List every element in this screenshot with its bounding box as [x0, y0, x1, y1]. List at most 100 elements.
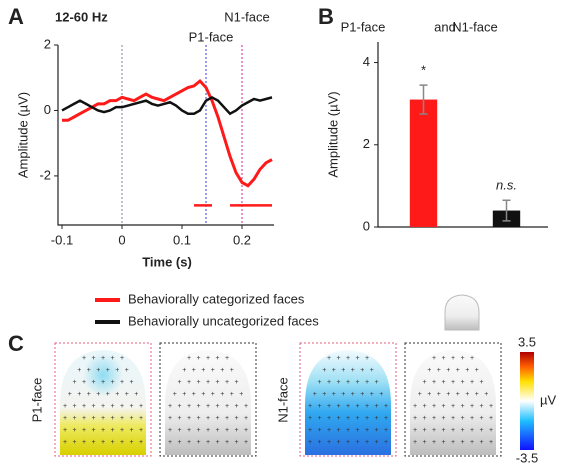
- electrode: +: [341, 391, 345, 398]
- electrode: +: [432, 403, 436, 410]
- electrode: +: [360, 367, 364, 374]
- electrode: +: [427, 367, 431, 374]
- electrode: +: [418, 391, 422, 398]
- electrode: +: [336, 403, 340, 410]
- electrode: +: [82, 439, 86, 446]
- electrode: +: [327, 355, 331, 362]
- electrode: +: [72, 403, 76, 410]
- chart-title: and: [434, 19, 456, 34]
- electrode: +: [220, 367, 224, 374]
- head-map: [305, 350, 391, 455]
- electrode: +: [446, 391, 450, 398]
- electrode: +: [479, 427, 483, 434]
- value-label: n.s.: [496, 178, 517, 193]
- x-axis-label: Time (s): [142, 254, 192, 269]
- electrode: +: [215, 379, 219, 386]
- value-label: *: [421, 63, 426, 78]
- colorbar: [520, 352, 534, 450]
- electrode: +: [470, 379, 474, 386]
- electrode: +: [475, 391, 479, 398]
- electrode: +: [101, 355, 105, 362]
- electrode: +: [465, 367, 469, 374]
- electrode: +: [101, 427, 105, 434]
- electrode: +: [384, 439, 388, 446]
- y-axis-label: Amplitude (µV): [15, 92, 30, 178]
- electrode: +: [187, 355, 191, 362]
- electrode: +: [72, 415, 76, 422]
- electrode: +: [336, 415, 340, 422]
- electrode: +: [96, 367, 100, 374]
- electrode: +: [336, 355, 340, 362]
- legend-label: Behaviorally uncategorized faces: [128, 313, 319, 328]
- electrode: +: [336, 379, 340, 386]
- x-tick-label: 0.1: [173, 232, 191, 247]
- electrode: +: [110, 415, 114, 422]
- head-icon: [444, 294, 480, 331]
- electrode: +: [374, 415, 378, 422]
- electrode: +: [422, 403, 426, 410]
- electrode: +: [308, 403, 312, 410]
- electrode: +: [129, 379, 133, 386]
- electrode: +: [63, 403, 67, 410]
- electrode: +: [379, 391, 383, 398]
- electrode: +: [215, 427, 219, 434]
- electrode: +: [206, 379, 210, 386]
- electrode: +: [360, 391, 364, 398]
- electrode: +: [341, 367, 345, 374]
- electrode: +: [244, 415, 248, 422]
- axes: [57, 45, 274, 226]
- electrode: +: [192, 391, 196, 398]
- electrode: +: [120, 355, 124, 362]
- y-tick-label: 4: [363, 54, 370, 69]
- electrode: +: [63, 415, 67, 422]
- electrode: +: [173, 391, 177, 398]
- electrode: +: [215, 403, 219, 410]
- electrode: +: [422, 439, 426, 446]
- electrode: +: [91, 415, 95, 422]
- electrode: +: [91, 439, 95, 446]
- electrode: +: [374, 427, 378, 434]
- electrode: +: [125, 367, 129, 374]
- y-axis-label: Amplitude (µV): [325, 91, 340, 177]
- row-label: P1-face: [29, 378, 44, 423]
- electrode: +: [125, 391, 129, 398]
- electrode: +: [101, 415, 105, 422]
- electrode: +: [422, 427, 426, 434]
- electrode: +: [187, 439, 191, 446]
- map-frame: [54, 342, 152, 457]
- electrode: +: [201, 367, 205, 374]
- electrode: +: [427, 391, 431, 398]
- bar: [409, 99, 438, 227]
- electrode: +: [470, 427, 474, 434]
- electrode: +: [196, 355, 200, 362]
- electrode: +: [129, 439, 133, 446]
- electrode: +: [234, 379, 238, 386]
- electrode: +: [101, 379, 105, 386]
- electrode: +: [422, 415, 426, 422]
- electrode: +: [187, 379, 191, 386]
- electrode: +: [225, 415, 229, 422]
- electrode: +: [365, 403, 369, 410]
- electrode: +: [230, 367, 234, 374]
- electrode: +: [187, 427, 191, 434]
- electrode: +: [479, 439, 483, 446]
- map-frame: [159, 342, 257, 457]
- electrode: +: [460, 403, 464, 410]
- electrode: +: [206, 415, 210, 422]
- electrode: +: [308, 439, 312, 446]
- electrode: +: [346, 415, 350, 422]
- electrode: +: [211, 367, 215, 374]
- electrode: +: [72, 379, 76, 386]
- head-map: [165, 350, 251, 455]
- map-frame: [404, 342, 502, 457]
- electrode: +: [327, 427, 331, 434]
- electrode: +: [441, 427, 445, 434]
- electrode: +: [346, 403, 350, 410]
- electrode: +: [432, 415, 436, 422]
- electrode: +: [196, 427, 200, 434]
- electrode: +: [479, 403, 483, 410]
- electrode: +: [230, 391, 234, 398]
- electrode: +: [239, 391, 243, 398]
- electrode: +: [120, 427, 124, 434]
- electrode: +: [91, 427, 95, 434]
